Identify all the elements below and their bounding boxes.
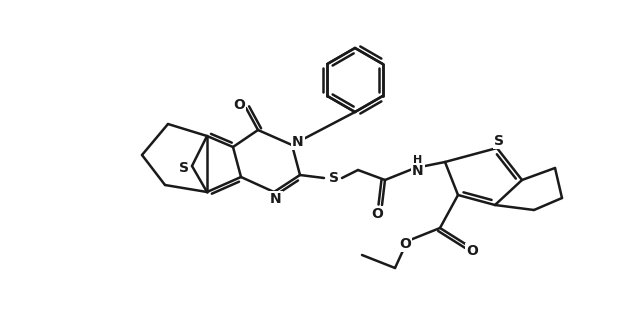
Text: N: N bbox=[270, 192, 282, 206]
Text: S: S bbox=[494, 134, 504, 148]
Text: O: O bbox=[399, 237, 411, 251]
Text: N: N bbox=[412, 164, 424, 178]
Text: H: H bbox=[413, 155, 422, 165]
Text: O: O bbox=[233, 98, 245, 112]
Text: O: O bbox=[371, 207, 383, 221]
Text: S: S bbox=[179, 161, 189, 175]
Text: O: O bbox=[466, 244, 478, 258]
Text: N: N bbox=[292, 135, 304, 149]
Text: S: S bbox=[329, 171, 339, 185]
